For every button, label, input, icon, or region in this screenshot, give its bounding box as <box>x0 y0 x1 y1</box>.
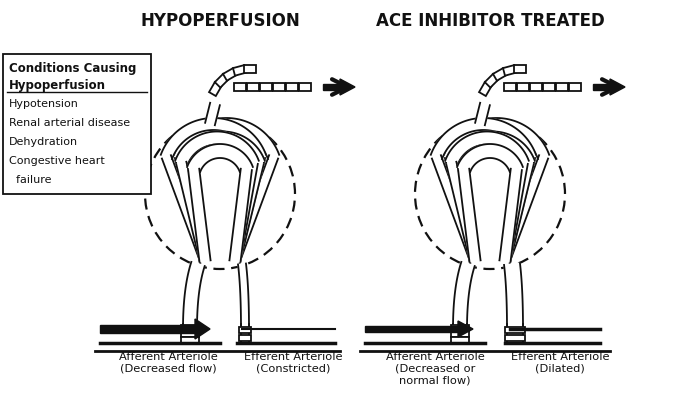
Polygon shape <box>365 326 458 332</box>
Bar <box>517 84 529 92</box>
Polygon shape <box>444 119 549 160</box>
Bar <box>485 74 498 88</box>
Bar <box>223 69 237 81</box>
Text: Efferent Arteriole
(Constricted): Efferent Arteriole (Constricted) <box>243 351 342 373</box>
Text: Conditions Causing
Hypoperfusion: Conditions Causing Hypoperfusion <box>9 62 137 92</box>
Bar <box>493 69 507 81</box>
Bar <box>181 325 199 331</box>
Bar <box>260 84 272 92</box>
Bar <box>181 331 199 337</box>
Polygon shape <box>445 156 479 263</box>
Polygon shape <box>340 80 355 96</box>
Polygon shape <box>500 156 548 263</box>
Bar <box>181 337 199 343</box>
Polygon shape <box>504 263 523 329</box>
Polygon shape <box>453 324 467 344</box>
Bar <box>239 327 251 333</box>
Polygon shape <box>446 162 480 263</box>
Polygon shape <box>175 132 259 166</box>
Bar <box>273 84 285 92</box>
Polygon shape <box>458 169 481 262</box>
Bar <box>479 83 492 97</box>
Polygon shape <box>183 324 197 344</box>
Polygon shape <box>188 169 211 262</box>
Bar <box>244 66 256 74</box>
Polygon shape <box>453 262 475 329</box>
Text: Hypotension: Hypotension <box>9 99 79 109</box>
Polygon shape <box>230 163 258 262</box>
Polygon shape <box>229 169 252 262</box>
Bar <box>3 55 151 195</box>
Bar <box>215 74 228 88</box>
Bar <box>299 84 311 92</box>
Polygon shape <box>160 119 266 160</box>
Bar <box>286 84 298 92</box>
Text: Afferent Arteriole
(Decreased flow): Afferent Arteriole (Decreased flow) <box>118 351 218 373</box>
Bar <box>451 331 469 337</box>
Polygon shape <box>241 324 249 344</box>
Text: Efferent Arteriole
(Dilated): Efferent Arteriole (Dilated) <box>511 351 609 373</box>
Polygon shape <box>175 156 209 263</box>
Polygon shape <box>231 156 265 263</box>
Polygon shape <box>238 264 249 329</box>
Polygon shape <box>205 103 220 126</box>
Bar <box>451 325 469 331</box>
Text: ACE INHIBITOR TREATED: ACE INHIBITOR TREATED <box>375 12 605 30</box>
Polygon shape <box>431 119 536 160</box>
Polygon shape <box>231 156 278 263</box>
Polygon shape <box>100 325 195 333</box>
Polygon shape <box>593 85 610 91</box>
Bar <box>234 84 246 92</box>
Bar <box>543 84 555 92</box>
Polygon shape <box>445 132 529 166</box>
Polygon shape <box>182 163 210 262</box>
Polygon shape <box>183 262 205 329</box>
Bar <box>569 84 581 92</box>
Polygon shape <box>457 145 523 173</box>
Bar <box>530 84 542 92</box>
Polygon shape <box>323 85 340 91</box>
Polygon shape <box>174 119 279 160</box>
Polygon shape <box>432 156 479 263</box>
Polygon shape <box>507 324 523 344</box>
Polygon shape <box>500 162 534 263</box>
Bar <box>556 84 568 92</box>
Circle shape <box>145 120 295 270</box>
Bar <box>514 66 526 74</box>
Polygon shape <box>458 321 473 337</box>
Polygon shape <box>475 103 490 126</box>
Bar <box>247 84 259 92</box>
Polygon shape <box>452 132 534 166</box>
Bar <box>503 66 516 76</box>
Text: HYPOPERFUSION: HYPOPERFUSION <box>140 12 300 30</box>
Text: failure: failure <box>9 175 52 184</box>
Bar <box>451 337 469 343</box>
Circle shape <box>415 120 565 270</box>
Polygon shape <box>610 80 625 96</box>
Bar <box>505 327 525 333</box>
Polygon shape <box>195 319 210 339</box>
Text: Renal arterial disease: Renal arterial disease <box>9 118 130 128</box>
Polygon shape <box>452 163 480 262</box>
Polygon shape <box>181 132 265 166</box>
Polygon shape <box>499 169 522 262</box>
Text: Dehydration: Dehydration <box>9 137 78 147</box>
Text: Congestive heart: Congestive heart <box>9 155 105 166</box>
Bar <box>504 84 516 92</box>
Polygon shape <box>176 162 210 263</box>
Bar <box>209 83 222 97</box>
Text: Afferent Arteriole
(Decreased or
normal flow): Afferent Arteriole (Decreased or normal … <box>386 351 484 384</box>
Bar <box>505 335 525 341</box>
Bar <box>239 335 251 341</box>
Polygon shape <box>500 163 528 262</box>
Bar <box>233 66 246 76</box>
Polygon shape <box>162 156 209 263</box>
Polygon shape <box>500 156 535 263</box>
Polygon shape <box>230 162 264 263</box>
Polygon shape <box>187 145 253 173</box>
